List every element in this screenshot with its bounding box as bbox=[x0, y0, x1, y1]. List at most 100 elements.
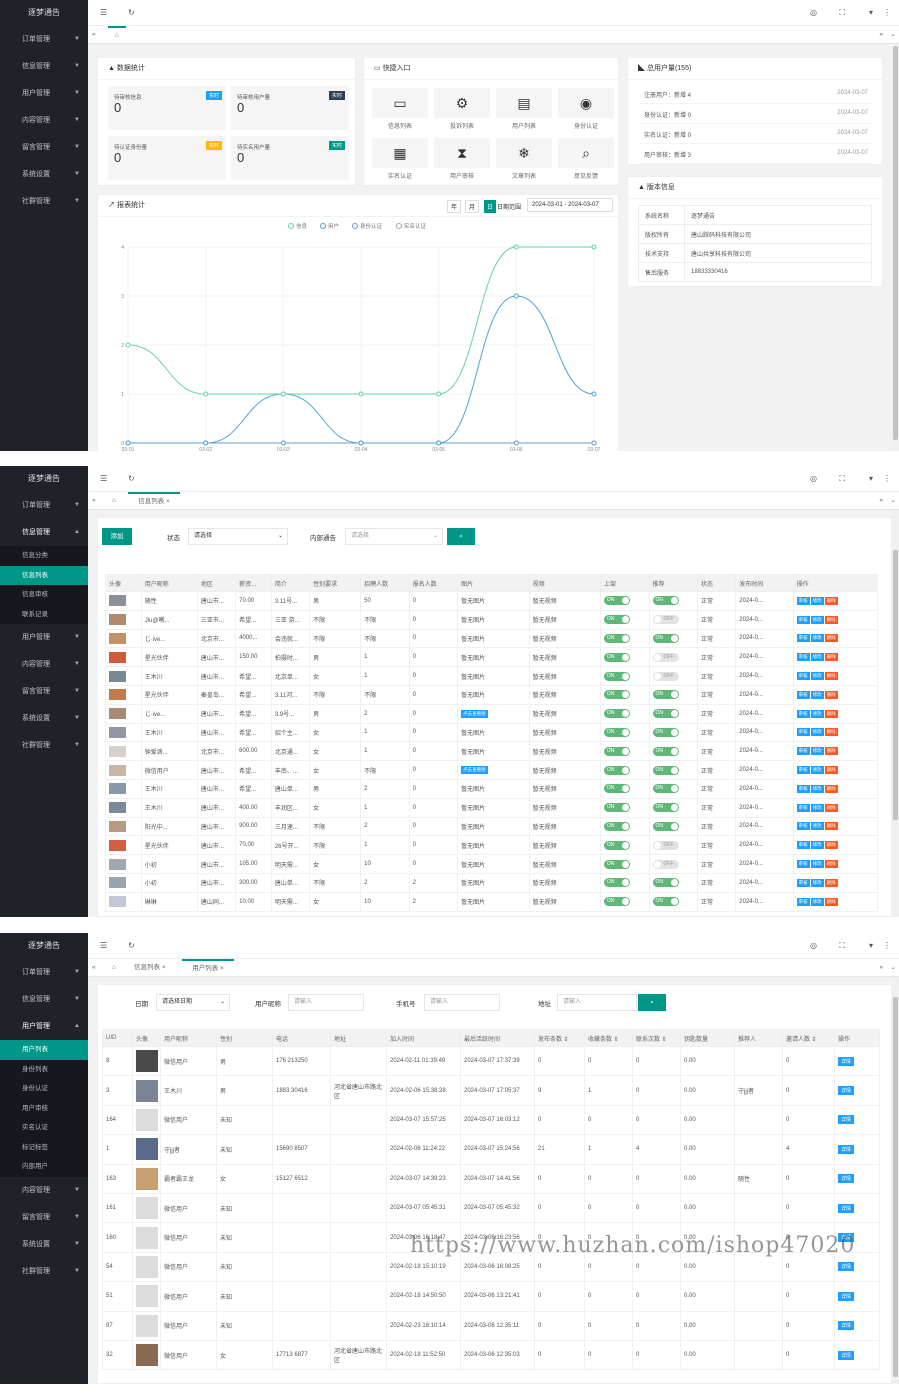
review-button[interactable]: 审核 bbox=[796, 766, 810, 775]
sidebar-item[interactable]: 系统设置 ▼ bbox=[0, 705, 88, 732]
quick-entry-1[interactable]: ⚙ 投诉列表 bbox=[434, 88, 490, 133]
edit-button[interactable]: 修改 bbox=[810, 615, 824, 624]
delete-button[interactable]: 删除 bbox=[824, 615, 838, 624]
menu-toggle-icon[interactable]: ☰ bbox=[100, 941, 108, 950]
date-range-input[interactable]: 2024-03-01 - 2024-03-07 bbox=[527, 198, 613, 212]
tab-prev-icon[interactable]: « bbox=[92, 31, 96, 38]
edit-button[interactable]: 修改 bbox=[810, 878, 824, 887]
more-icon[interactable]: ⋮ bbox=[883, 8, 891, 17]
quick-entry-2[interactable]: ▤ 用户列表 bbox=[496, 88, 552, 133]
sidebar-subitem[interactable]: 实名认证 bbox=[0, 1118, 88, 1138]
detail-button[interactable]: 详情 bbox=[838, 1115, 855, 1125]
edit-button[interactable]: 修改 bbox=[810, 596, 824, 605]
tab-menu-icon[interactable]: ⌄ bbox=[890, 964, 896, 971]
recommend-toggle[interactable]: OFF bbox=[652, 671, 679, 681]
review-button[interactable]: 审核 bbox=[796, 784, 810, 793]
theme-icon[interactable]: ◎ bbox=[810, 474, 817, 483]
edit-button[interactable]: 修改 bbox=[810, 860, 824, 869]
refresh-icon[interactable]: ↻ bbox=[128, 8, 135, 17]
notice-select[interactable]: 请选择 ⌄ bbox=[345, 528, 443, 545]
refresh-icon[interactable]: ↻ bbox=[128, 474, 135, 483]
tab-next-icon[interactable]: » bbox=[879, 964, 883, 971]
sidebar-item[interactable]: 订单管理 ▼ bbox=[0, 492, 88, 519]
home-tab-icon[interactable]: ⌂ bbox=[112, 497, 116, 504]
listing-toggle[interactable]: ON bbox=[604, 727, 631, 737]
sidebar-item[interactable]: 留言管理 ▼ bbox=[0, 1204, 88, 1231]
listing-toggle[interactable]: ON bbox=[604, 596, 631, 606]
delete-button[interactable]: 删除 bbox=[824, 709, 838, 718]
review-button[interactable]: 审核 bbox=[796, 897, 810, 906]
year-button[interactable]: 年 bbox=[447, 200, 462, 213]
review-button[interactable]: 审核 bbox=[796, 596, 810, 605]
listing-toggle[interactable]: ON bbox=[604, 840, 631, 850]
recommend-toggle[interactable]: ON bbox=[652, 746, 679, 756]
detail-button[interactable]: 详情 bbox=[838, 1262, 855, 1272]
delete-button[interactable]: 删除 bbox=[824, 690, 838, 699]
tab-next-icon[interactable]: » bbox=[879, 497, 883, 504]
recommend-toggle[interactable]: OFF bbox=[652, 615, 679, 625]
quick-entry-4[interactable]: ▦ 实名认证 bbox=[372, 138, 428, 183]
quick-entry-5[interactable]: ⧗ 用户审核 bbox=[434, 138, 490, 183]
sidebar-item[interactable]: 信息管理 ▲ bbox=[0, 519, 88, 546]
quick-entry-6[interactable]: ❄ 文章列表 bbox=[496, 138, 552, 183]
refresh-icon[interactable]: ↻ bbox=[128, 941, 135, 950]
delete-button[interactable]: 删除 bbox=[824, 653, 838, 662]
view-image-link[interactable]: 点击查看图 bbox=[461, 709, 488, 718]
detail-button[interactable]: 详情 bbox=[838, 1144, 855, 1154]
listing-toggle[interactable]: ON bbox=[604, 897, 631, 907]
search-button[interactable]: ⌕ bbox=[447, 528, 475, 545]
scrollbar[interactable] bbox=[892, 510, 899, 917]
sidebar-subitem[interactable]: 标记标签 bbox=[0, 1137, 88, 1157]
recommend-toggle[interactable]: OFF bbox=[652, 840, 679, 850]
sidebar-item[interactable]: 订单管理 ▼ bbox=[0, 26, 88, 53]
delete-button[interactable]: 删除 bbox=[824, 747, 838, 756]
detail-button[interactable]: 详情 bbox=[838, 1233, 855, 1243]
delete-button[interactable]: 删除 bbox=[824, 634, 838, 643]
review-button[interactable]: 审核 bbox=[796, 653, 810, 662]
review-button[interactable]: 审核 bbox=[796, 709, 810, 718]
dropdown-icon[interactable]: ▾ bbox=[868, 8, 873, 17]
sidebar-item[interactable]: 系统设置 ▼ bbox=[0, 1231, 88, 1258]
edit-button[interactable]: 修改 bbox=[810, 803, 824, 812]
edit-button[interactable]: 修改 bbox=[810, 634, 824, 643]
theme-icon[interactable]: ◎ bbox=[810, 941, 817, 950]
delete-button[interactable]: 删除 bbox=[824, 841, 838, 850]
quick-entry-3[interactable]: ◉ 身份认证 bbox=[558, 88, 614, 133]
listing-toggle[interactable]: ON bbox=[604, 671, 631, 681]
tab-info-list[interactable]: 信息列表 × bbox=[128, 492, 180, 510]
edit-button[interactable]: 修改 bbox=[810, 672, 824, 681]
delete-button[interactable]: 删除 bbox=[824, 766, 838, 775]
review-button[interactable]: 审核 bbox=[796, 672, 810, 681]
more-icon[interactable]: ⋮ bbox=[883, 474, 891, 483]
tab-prev-icon[interactable]: « bbox=[92, 497, 96, 504]
edit-button[interactable]: 修改 bbox=[810, 822, 824, 831]
delete-button[interactable]: 删除 bbox=[824, 784, 838, 793]
delete-button[interactable]: 删除 bbox=[824, 860, 838, 869]
edit-button[interactable]: 修改 bbox=[810, 747, 824, 756]
tab-info-list[interactable]: 信息列表 × bbox=[134, 964, 166, 971]
search-button[interactable]: ⌕ bbox=[638, 994, 666, 1011]
phone-input[interactable]: 请输入 bbox=[424, 994, 500, 1011]
edit-button[interactable]: 修改 bbox=[810, 728, 824, 737]
listing-toggle[interactable]: ON bbox=[604, 652, 631, 662]
listing-toggle[interactable]: ON bbox=[604, 784, 631, 794]
listing-toggle[interactable]: ON bbox=[604, 709, 631, 719]
fullscreen-icon[interactable]: ⛶ bbox=[839, 941, 845, 950]
tab-prev-icon[interactable]: « bbox=[92, 964, 96, 971]
edit-button[interactable]: 修改 bbox=[810, 653, 824, 662]
sidebar-subitem[interactable]: 身份认证 bbox=[0, 1079, 88, 1099]
edit-button[interactable]: 修改 bbox=[810, 766, 824, 775]
fullscreen-icon[interactable]: ⛶ bbox=[839, 8, 845, 17]
listing-toggle[interactable]: ON bbox=[604, 821, 631, 831]
menu-toggle-icon[interactable]: ☰ bbox=[100, 474, 108, 483]
sidebar-subitem[interactable]: 用户列表 bbox=[0, 1040, 88, 1060]
view-image-link[interactable]: 点击查看图 bbox=[461, 766, 488, 775]
sidebar-item[interactable]: 内容管理 ▼ bbox=[0, 107, 88, 134]
delete-button[interactable]: 删除 bbox=[824, 728, 838, 737]
listing-toggle[interactable]: ON bbox=[604, 690, 631, 700]
recommend-toggle[interactable]: OFF bbox=[652, 859, 679, 869]
sidebar-item[interactable]: 信息管理 ▼ bbox=[0, 986, 88, 1013]
edit-button[interactable]: 修改 bbox=[810, 897, 824, 906]
detail-button[interactable]: 详情 bbox=[838, 1350, 855, 1360]
sidebar-subitem[interactable]: 信息列表 bbox=[0, 565, 88, 585]
